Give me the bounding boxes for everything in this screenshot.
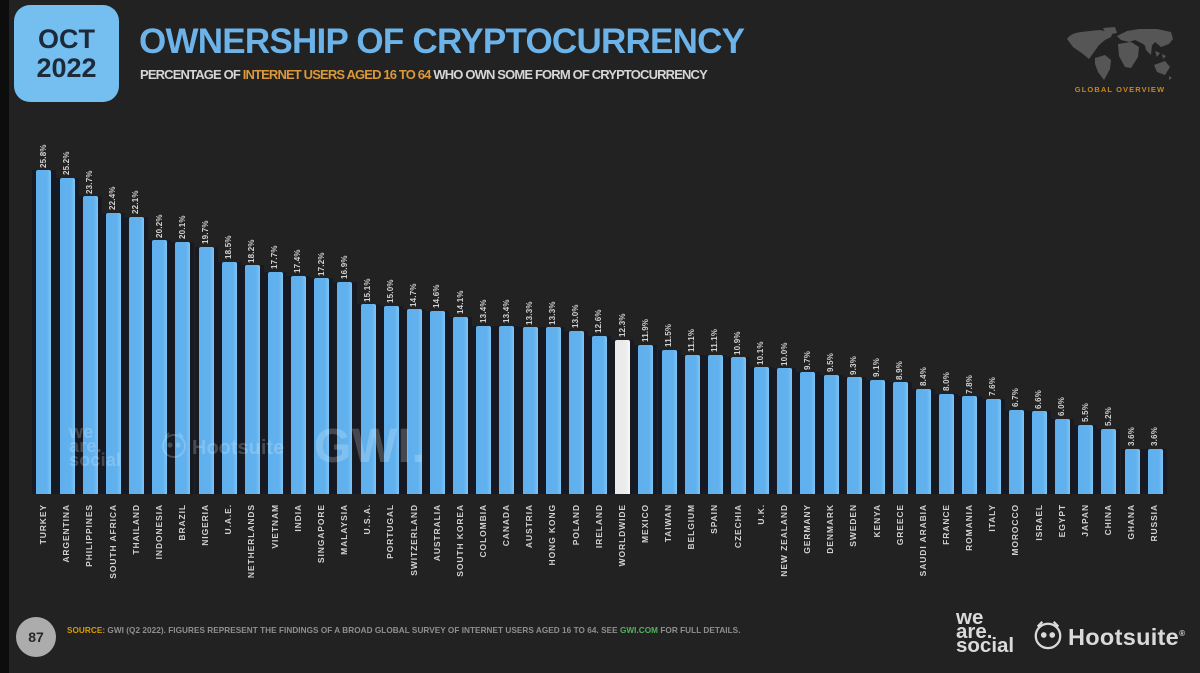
svg-text:Hootsuite: Hootsuite [192,437,284,459]
